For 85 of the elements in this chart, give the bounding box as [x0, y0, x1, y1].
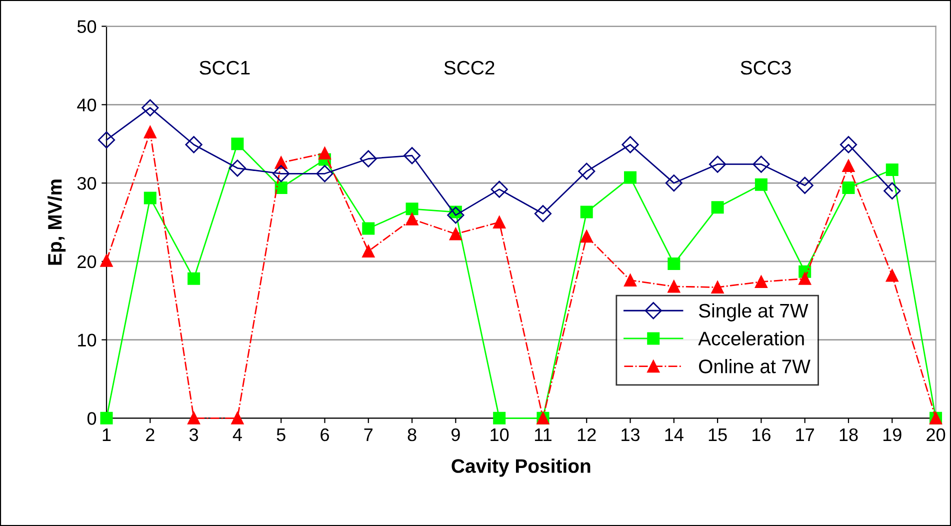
y-tick-label: 10: [78, 334, 96, 347]
y-tick-label: 30: [77, 176, 96, 190]
point: [490, 180, 508, 198]
point: [98, 131, 116, 148]
x-tick-label: 10: [490, 428, 509, 442]
x-tick-label: 5: [276, 428, 286, 442]
point: [580, 230, 593, 243]
point: [274, 182, 288, 194]
point: [100, 412, 113, 424]
point: [144, 126, 156, 138]
point: [493, 412, 506, 424]
point: [796, 176, 814, 194]
annotation: SCC1: [200, 60, 250, 75]
x-axis-title: Cavity Position: [452, 458, 590, 477]
point: [231, 412, 244, 424]
point: [842, 182, 855, 194]
legend-label: Online at 7W: [699, 359, 810, 374]
point: [580, 206, 593, 218]
point: [754, 276, 768, 288]
point: [144, 192, 156, 204]
point: [447, 206, 464, 224]
point: [578, 162, 596, 180]
point: [188, 272, 200, 285]
x-tick-label: 4: [232, 428, 242, 441]
point: [624, 274, 637, 286]
x-tick-label: 17: [796, 428, 814, 441]
x-tick-label: 6: [320, 428, 329, 442]
point: [886, 163, 898, 176]
y-tick-label: 50: [77, 20, 96, 34]
point: [362, 244, 375, 258]
point: [231, 138, 244, 150]
x-tick-label: 11: [534, 428, 552, 441]
point: [534, 205, 552, 222]
point: [668, 280, 680, 293]
point: [840, 136, 858, 154]
point: [711, 201, 724, 214]
legend-label: Acceleration: [698, 331, 804, 346]
point: [449, 228, 462, 240]
point: [668, 258, 680, 270]
point: [142, 99, 159, 116]
y-tick-label: 0: [87, 412, 96, 425]
point: [362, 222, 375, 235]
point: [272, 165, 290, 182]
annotation: SCC2: [444, 60, 494, 75]
y-axis-title: Ep, MV/m: [47, 180, 66, 265]
point: [754, 178, 768, 191]
point: [185, 136, 202, 154]
y-tick-label: 20: [78, 255, 96, 268]
point: [403, 147, 421, 164]
point: [360, 150, 377, 168]
point: [188, 412, 200, 424]
point: [624, 171, 637, 184]
point: [406, 212, 418, 226]
x-tick-label: 12: [578, 428, 596, 441]
x-tick-label: 16: [752, 428, 770, 442]
x-tick-label: 14: [665, 428, 684, 441]
point: [316, 165, 334, 182]
x-tick-label: 1: [102, 428, 111, 441]
point: [228, 160, 246, 177]
x-tick-label: 15: [708, 428, 727, 442]
x-tick-label: 18: [840, 428, 858, 442]
point: [711, 281, 724, 294]
x-tick-label: 2: [146, 428, 154, 441]
annotation: SCC3: [740, 60, 791, 75]
point: [622, 136, 639, 154]
x-tick-label: 8: [408, 428, 416, 442]
point: [884, 182, 901, 200]
x-tick-label: 9: [452, 428, 460, 442]
x-tick-label: 19: [883, 428, 902, 442]
x-tick-label: 20: [926, 428, 946, 442]
point: [798, 272, 812, 285]
x-tick-label: 7: [364, 428, 372, 441]
point: [100, 254, 113, 267]
point: [406, 202, 418, 216]
point: [842, 160, 855, 172]
point: [493, 216, 506, 228]
point: [709, 156, 726, 173]
x-tick-label: 13: [622, 428, 640, 442]
point: [752, 156, 770, 173]
x-tick-label: 3: [189, 428, 198, 442]
point: [318, 147, 331, 160]
point: [886, 269, 898, 282]
legend-label: Single at 7W: [698, 303, 808, 322]
point: [665, 174, 682, 192]
y-tick-label: 40: [77, 98, 96, 112]
